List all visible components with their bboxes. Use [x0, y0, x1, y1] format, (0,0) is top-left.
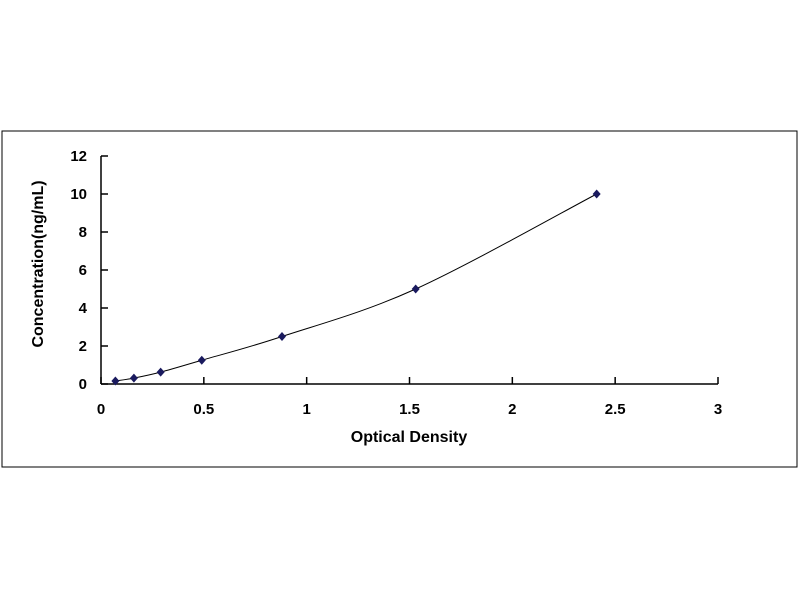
- y-tick-label: 8: [79, 224, 87, 241]
- x-tick-label: 1: [302, 401, 310, 418]
- data-point: [156, 367, 165, 377]
- data-point: [111, 376, 120, 386]
- x-tick-label: 0.5: [193, 401, 214, 418]
- data-point: [411, 284, 420, 294]
- y-tick-label: 2: [79, 338, 87, 355]
- y-tick-label: 0: [79, 376, 87, 393]
- y-axis-label: Concentration(ng/mL): [30, 180, 47, 347]
- x-tick-label: 0: [97, 401, 105, 418]
- y-tick-label: 10: [70, 186, 87, 203]
- x-tick-label: 1.5: [399, 401, 420, 418]
- data-point: [592, 189, 601, 199]
- data-point: [197, 355, 206, 365]
- y-tick-label: 12: [70, 148, 87, 165]
- data-point: [277, 332, 286, 341]
- x-tick-label: 2: [508, 401, 516, 418]
- y-tick-label: 4: [79, 300, 88, 317]
- tick-labels: 0 0.5 1 1.5 2 2.5 3 0 2 4 6 8 10 12: [70, 148, 722, 418]
- x-axis-label: Optical Density: [351, 429, 468, 446]
- chart-frame: [1, 130, 798, 468]
- axes: [100, 155, 719, 385]
- data-points: [111, 189, 601, 386]
- x-tick-label: 3: [714, 401, 722, 418]
- y-tick-label: 6: [79, 262, 87, 279]
- data-point: [129, 373, 138, 383]
- x-tick-label: 2.5: [605, 401, 626, 418]
